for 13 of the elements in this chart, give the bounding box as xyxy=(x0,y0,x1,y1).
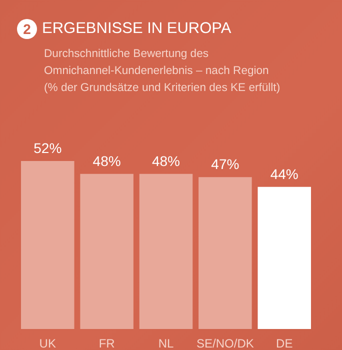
chart-subtitle: Durchschnittliche Bewertung des Omnichannel-Kundenerlebnis – nach Region (% der Grundsätze und Kriterien des KE erfüllt) xyxy=(44,47,282,96)
data-label: 48% xyxy=(92,152,121,169)
x-tick-label: NL xyxy=(158,336,174,350)
x-tick-label: DE xyxy=(276,336,293,350)
data-label: 44% xyxy=(270,166,298,182)
x-tick-label: SE/NO/DK xyxy=(196,336,254,350)
x-tick-label: FR xyxy=(98,336,116,350)
data-label: 52% xyxy=(34,140,62,156)
data-label: 47% xyxy=(211,156,240,172)
chart-title: ERGEBNISSE IN EUROPA xyxy=(42,20,232,38)
number-badge: 2 xyxy=(17,19,37,39)
data-label: 48% xyxy=(152,152,180,169)
x-tick-label: UK xyxy=(39,336,56,350)
